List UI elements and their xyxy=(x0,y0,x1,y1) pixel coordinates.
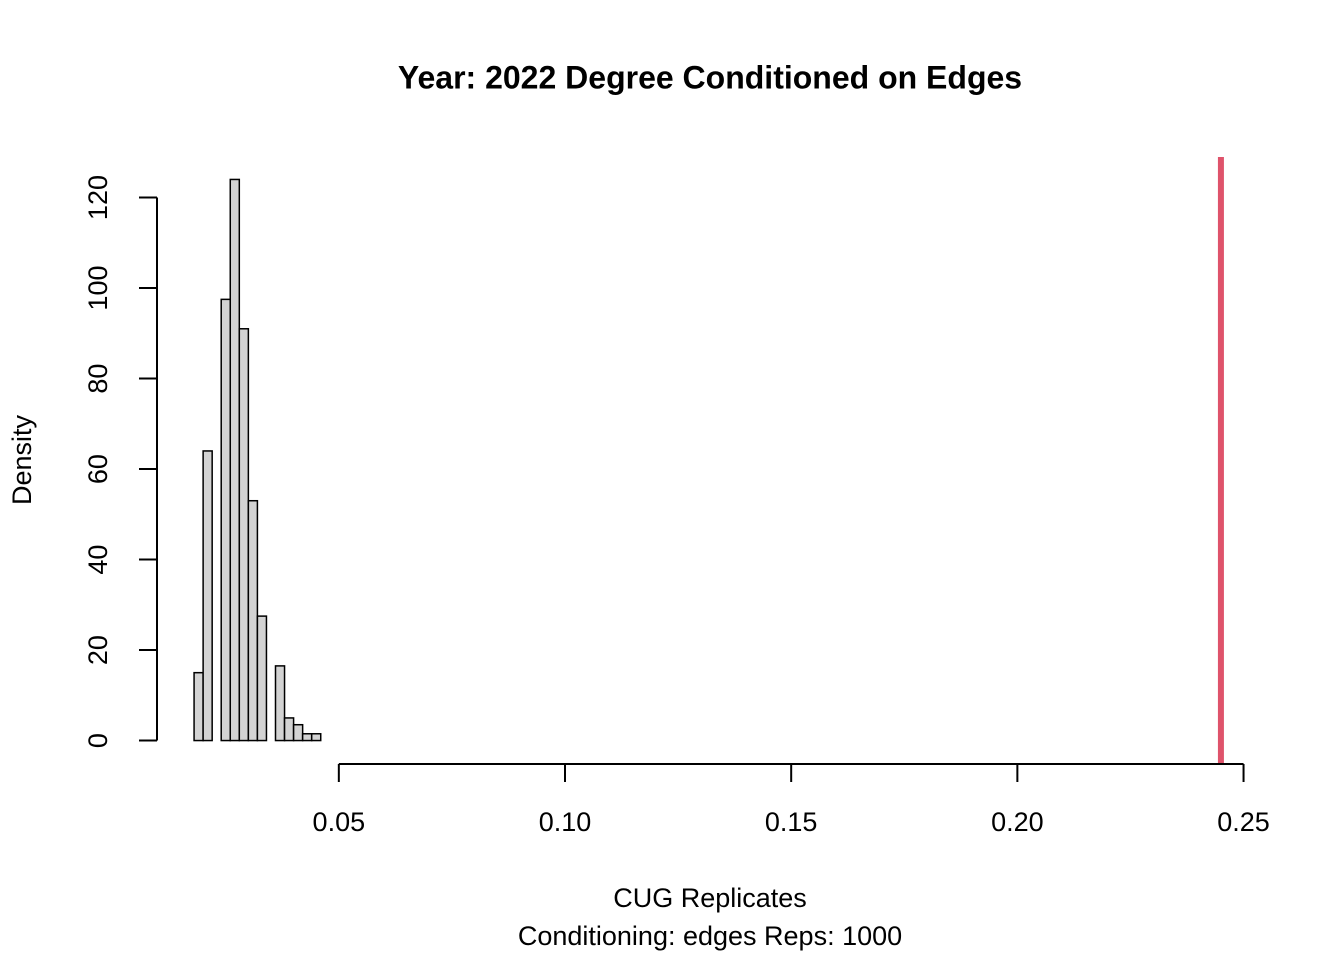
bar xyxy=(283,717,295,742)
bar xyxy=(238,328,250,742)
chart-title: Year: 2022 Degree Conditioned on Edges xyxy=(398,59,1022,95)
x-tick-label: 0.10 xyxy=(539,807,592,837)
bar xyxy=(310,733,322,742)
bar xyxy=(247,499,259,742)
y-tick-label: 100 xyxy=(83,266,113,311)
bar xyxy=(256,615,268,742)
bar xyxy=(274,665,286,742)
y-tick-label: 40 xyxy=(83,545,113,575)
y-tick-label: 80 xyxy=(83,364,113,394)
x-tick-label: 0.20 xyxy=(991,807,1044,837)
bar xyxy=(292,723,304,742)
bar xyxy=(220,298,232,742)
subtitle: Conditioning: edges Reps: 1000 xyxy=(518,921,902,951)
bar xyxy=(193,671,204,742)
y-tick-label: 60 xyxy=(83,454,113,484)
x-tick-label: 0.25 xyxy=(1217,807,1270,837)
x-axis-label: CUG Replicates xyxy=(613,883,807,913)
bar xyxy=(229,178,241,742)
y-axis-label: Density xyxy=(7,414,37,505)
x-tick-label: 0.05 xyxy=(313,807,366,837)
y-tick-label: 0 xyxy=(83,733,113,748)
y-tick-label: 20 xyxy=(83,635,113,665)
bar xyxy=(202,450,213,742)
bar xyxy=(301,733,313,742)
y-tick-label: 120 xyxy=(83,175,113,220)
x-tick-label: 0.15 xyxy=(765,807,818,837)
